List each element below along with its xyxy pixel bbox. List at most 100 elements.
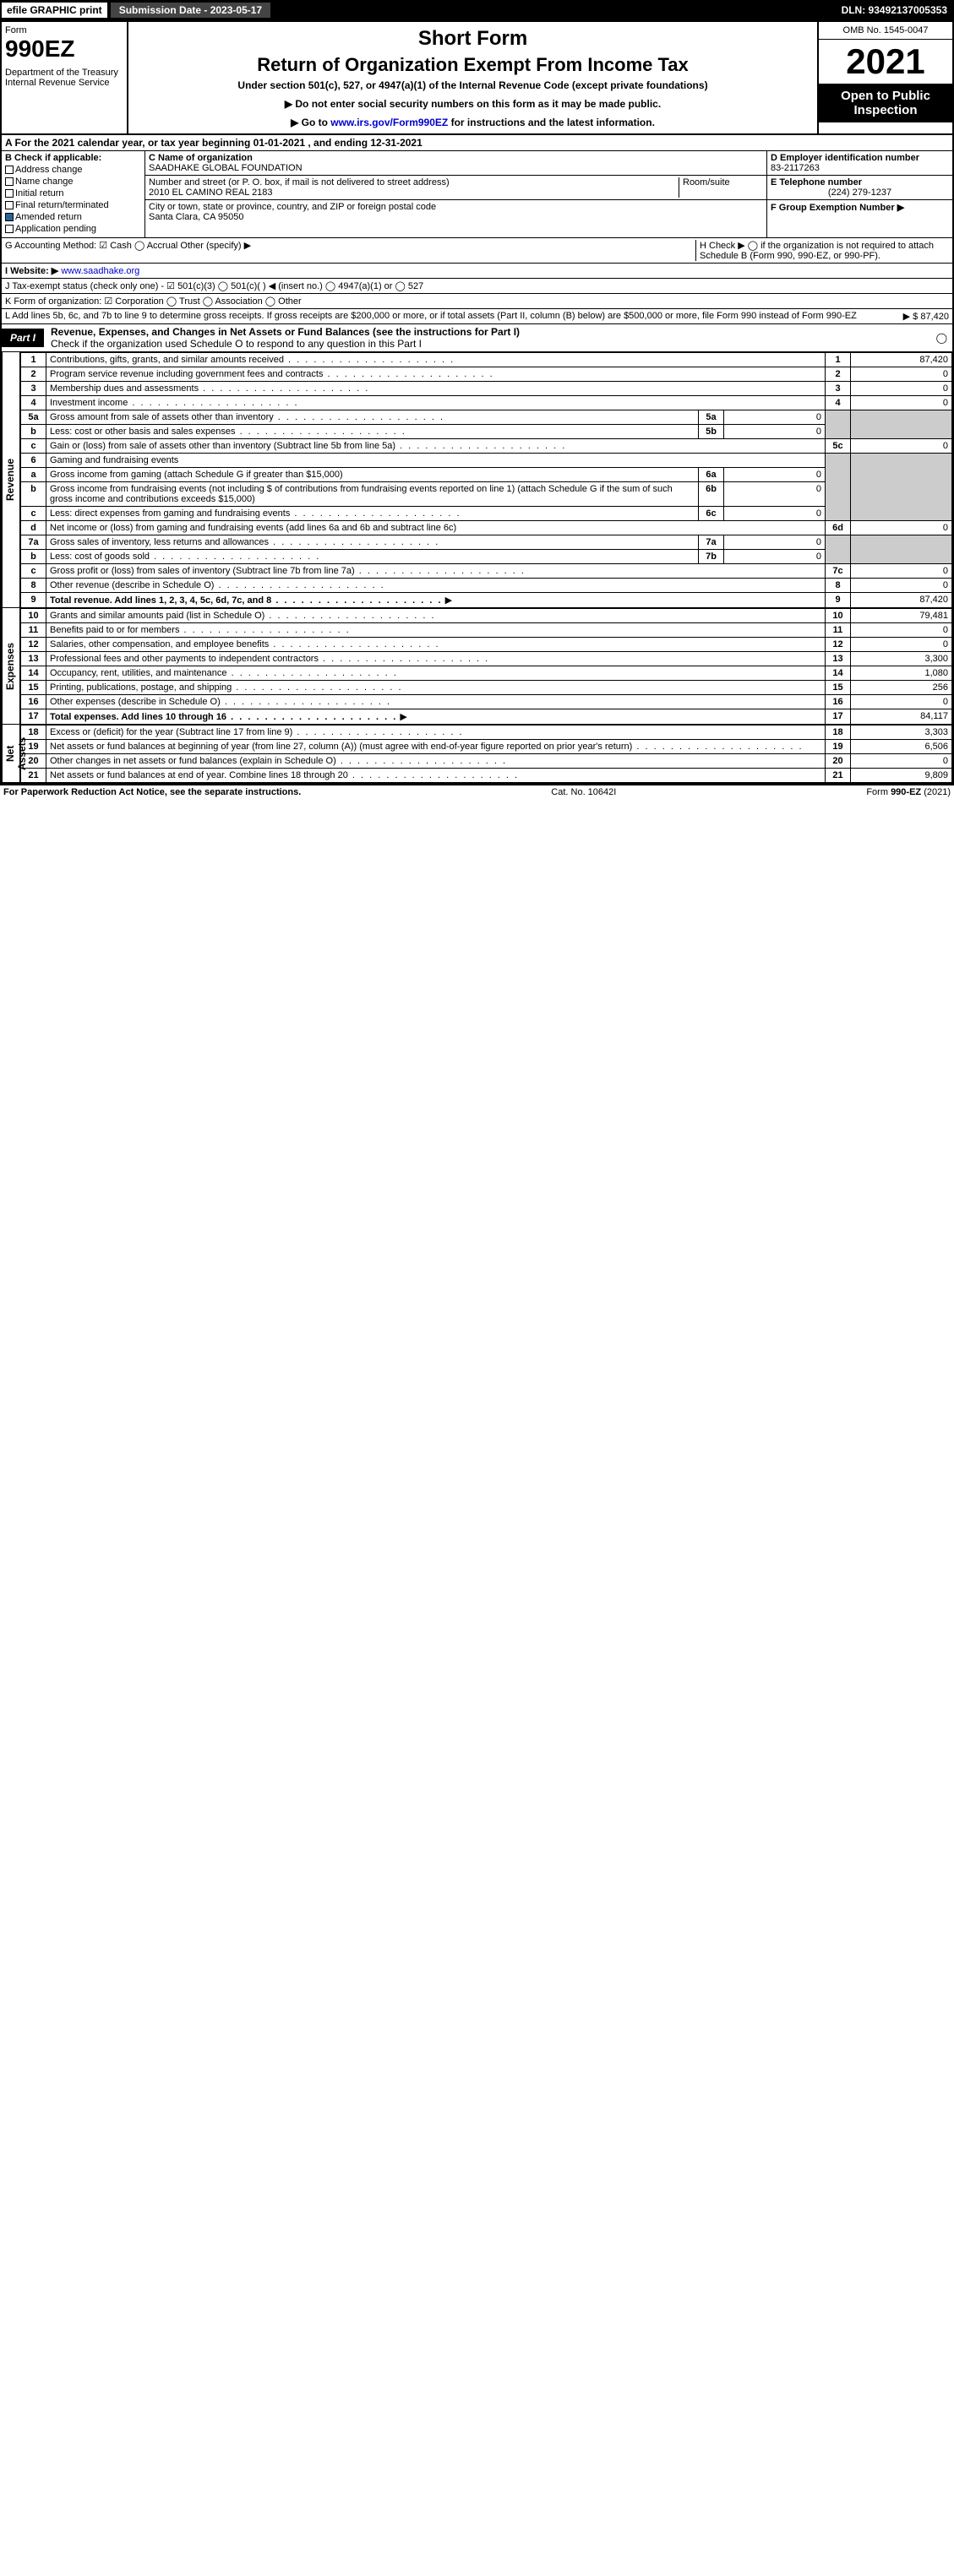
subtitle: Under section 501(c), 527, or 4947(a)(1)… bbox=[134, 79, 812, 91]
L-text: L Add lines 5b, 6c, and 7b to line 9 to … bbox=[5, 311, 903, 322]
row-20: 20Other changes in net assets or fund ba… bbox=[21, 754, 952, 769]
topbar: efile GRAPHIC print Submission Date - 20… bbox=[0, 0, 954, 20]
C-city-lbl: City or town, state or province, country… bbox=[149, 202, 436, 212]
row-11: 11Benefits paid to or for members110 bbox=[21, 623, 952, 638]
row-6a: aGross income from gaming (attach Schedu… bbox=[21, 468, 952, 482]
F-group: F Group Exemption Number ▶ bbox=[767, 200, 952, 215]
row-7a: 7aGross sales of inventory, less returns… bbox=[21, 535, 952, 550]
row-19: 19Net assets or fund balances at beginni… bbox=[21, 740, 952, 754]
chk-amended-return[interactable]: Amended return bbox=[5, 212, 141, 222]
row-12: 12Salaries, other compensation, and empl… bbox=[21, 638, 952, 652]
title-return: Return of Organization Exempt From Incom… bbox=[134, 54, 812, 76]
footer-mid: Cat. No. 10642I bbox=[301, 787, 866, 797]
C-name-lbl: C Name of organization bbox=[149, 153, 253, 163]
footer-left: For Paperwork Reduction Act Notice, see … bbox=[3, 787, 301, 797]
C-name: C Name of organization SAADHAKE GLOBAL F… bbox=[145, 151, 766, 176]
row-5a: 5aGross amount from sale of assets other… bbox=[21, 410, 952, 425]
row-18: 18Excess or (deficit) for the year (Subt… bbox=[21, 726, 952, 740]
I-lbl: I Website: ▶ bbox=[5, 266, 58, 276]
dept: Department of the Treasury Internal Reve… bbox=[5, 68, 123, 88]
B-header: B Check if applicable: bbox=[5, 153, 141, 163]
expenses-sidelabel: Expenses bbox=[2, 608, 20, 725]
C-city: City or town, state or province, country… bbox=[145, 200, 766, 224]
form-outer: Form 990EZ Department of the Treasury In… bbox=[0, 20, 954, 785]
title-short-form: Short Form bbox=[134, 27, 812, 51]
row-10: 10Grants and similar amounts paid (list … bbox=[21, 609, 952, 623]
D-ein: D Employer identification number 83-2117… bbox=[767, 151, 952, 176]
note-url: ▶ Go to www.irs.gov/Form990EZ for instru… bbox=[134, 117, 812, 128]
part1-check-box[interactable]: ◯ bbox=[936, 332, 952, 344]
row-14: 14Occupancy, rent, utilities, and mainte… bbox=[21, 666, 952, 681]
revenue-sidelabel: Revenue bbox=[2, 352, 20, 608]
row-1: 1Contributions, gifts, grants, and simil… bbox=[21, 353, 952, 367]
expenses-table: 10Grants and similar amounts paid (list … bbox=[20, 608, 952, 725]
row-7c: cGross profit or (loss) from sales of in… bbox=[21, 564, 952, 579]
row-7b: bLess: cost of goods sold7b0 bbox=[21, 550, 952, 564]
row-2: 2Program service revenue including gover… bbox=[21, 367, 952, 382]
line-GH: G Accounting Method: ☑ Cash ◯ Accrual Ot… bbox=[2, 238, 952, 264]
C-street: Number and street (or P. O. box, if mail… bbox=[145, 176, 766, 200]
L-val: ▶ $ 87,420 bbox=[903, 311, 949, 322]
tax-year: 2021 bbox=[819, 40, 952, 84]
row-17: 17Total expenses. Add lines 10 through 1… bbox=[21, 709, 952, 725]
header-left: Form 990EZ Department of the Treasury In… bbox=[2, 22, 128, 133]
section-BCDEF: B Check if applicable: Address change Na… bbox=[2, 151, 952, 238]
E-phone: E Telephone number (224) 279-1237 bbox=[767, 176, 952, 200]
line-H: H Check ▶ ◯ if the organization is not r… bbox=[695, 240, 949, 261]
row-16: 16Other expenses (describe in Schedule O… bbox=[21, 695, 952, 709]
line-J: J Tax-exempt status (check only one) - ☑… bbox=[2, 279, 952, 294]
form-number: 990EZ bbox=[5, 35, 123, 62]
netassets-sidelabel: Net Assets bbox=[2, 725, 20, 783]
note-ssn: ▶ Do not enter social security numbers o… bbox=[134, 98, 812, 110]
chk-initial-return[interactable]: Initial return bbox=[5, 188, 141, 198]
website-link[interactable]: www.saadhake.org bbox=[61, 266, 139, 276]
header-right: OMB No. 1545-0047 2021 Open to Public In… bbox=[817, 22, 952, 133]
netassets-table: 18Excess or (deficit) for the year (Subt… bbox=[20, 725, 952, 783]
part1-tag: Part I bbox=[2, 329, 44, 347]
efile-print-button[interactable]: efile GRAPHIC print bbox=[0, 1, 109, 19]
chk-final-return[interactable]: Final return/terminated bbox=[5, 200, 141, 210]
irs-link[interactable]: www.irs.gov/Form990EZ bbox=[330, 117, 448, 128]
part1-check: Check if the organization used Schedule … bbox=[51, 338, 422, 350]
open-public: Open to Public Inspection bbox=[819, 84, 952, 122]
row-5b: bLess: cost or other basis and sales exp… bbox=[21, 425, 952, 439]
footer-right: Form 990-EZ (2021) bbox=[866, 787, 951, 797]
C-street-lbl: Number and street (or P. O. box, if mail… bbox=[149, 177, 450, 187]
row-6: 6Gaming and fundraising events bbox=[21, 454, 952, 468]
E-val: (224) 279-1237 bbox=[771, 187, 949, 198]
line-L: L Add lines 5b, 6c, and 7b to line 9 to … bbox=[2, 309, 952, 324]
row-8: 8Other revenue (describe in Schedule O)8… bbox=[21, 579, 952, 593]
footer: For Paperwork Reduction Act Notice, see … bbox=[0, 785, 954, 799]
header-mid: Short Form Return of Organization Exempt… bbox=[128, 22, 817, 133]
chk-address-change[interactable]: Address change bbox=[5, 165, 141, 175]
row-13: 13Professional fees and other payments t… bbox=[21, 652, 952, 666]
row-5c: cGain or (loss) from sale of assets othe… bbox=[21, 439, 952, 454]
row-6d: dNet income or (loss) from gaming and fu… bbox=[21, 521, 952, 535]
revenue-table: 1Contributions, gifts, grants, and simil… bbox=[20, 352, 952, 608]
line-A: A For the 2021 calendar year, or tax yea… bbox=[2, 135, 952, 151]
netassets-wrap: Net Assets 18Excess or (deficit) for the… bbox=[2, 725, 952, 783]
col-B: B Check if applicable: Address change Na… bbox=[2, 151, 145, 237]
E-lbl: E Telephone number bbox=[771, 177, 862, 187]
col-DEF: D Employer identification number 83-2117… bbox=[766, 151, 952, 237]
line-G: G Accounting Method: ☑ Cash ◯ Accrual Ot… bbox=[5, 240, 695, 261]
C-room-lbl: Room/suite bbox=[683, 177, 730, 187]
C-name-val: SAADHAKE GLOBAL FOUNDATION bbox=[149, 163, 303, 173]
D-lbl: D Employer identification number bbox=[771, 153, 919, 163]
row-4: 4Investment income40 bbox=[21, 396, 952, 410]
col-C: C Name of organization SAADHAKE GLOBAL F… bbox=[145, 151, 766, 237]
header-row: Form 990EZ Department of the Treasury In… bbox=[2, 22, 952, 135]
row-6c: cLess: direct expenses from gaming and f… bbox=[21, 507, 952, 521]
C-city-val: Santa Clara, CA 95050 bbox=[149, 212, 244, 222]
chk-application-pending[interactable]: Application pending bbox=[5, 224, 141, 234]
row-3: 3Membership dues and assessments30 bbox=[21, 382, 952, 396]
part1-header: Part I Revenue, Expenses, and Changes in… bbox=[2, 324, 952, 352]
line-K: K Form of organization: ☑ Corporation ◯ … bbox=[2, 294, 952, 309]
dln: DLN: 93492137005353 bbox=[842, 4, 954, 16]
C-street-val: 2010 EL CAMINO REAL 2183 bbox=[149, 187, 273, 198]
revenue-wrap: Revenue 1Contributions, gifts, grants, a… bbox=[2, 352, 952, 608]
row-21: 21Net assets or fund balances at end of … bbox=[21, 769, 952, 783]
line-I: I Website: ▶ www.saadhake.org bbox=[2, 264, 952, 279]
form-word: Form bbox=[5, 25, 123, 35]
chk-name-change[interactable]: Name change bbox=[5, 177, 141, 187]
